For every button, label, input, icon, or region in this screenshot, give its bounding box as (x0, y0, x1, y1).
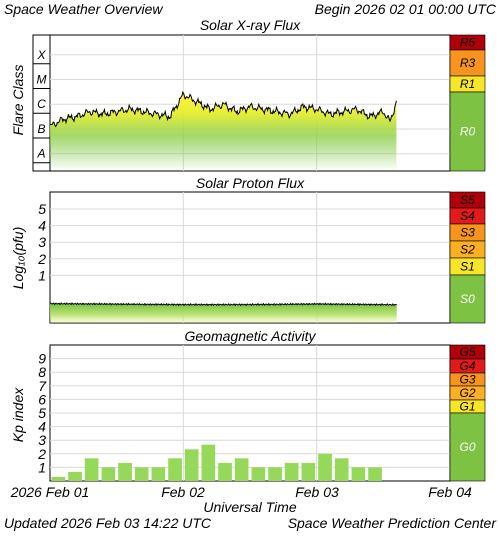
xray-class-label: B (37, 122, 45, 136)
kp-bar (251, 467, 266, 481)
kp-bar (168, 458, 182, 481)
kp-bar (351, 467, 366, 481)
kp-bar (334, 458, 349, 481)
kp-scale-label: G1 (459, 400, 475, 414)
kp-bar (234, 458, 249, 481)
proton-tick-label: 1 (38, 267, 46, 283)
xray-class-label: M (37, 73, 47, 87)
kp-scale-label: G3 (459, 373, 475, 387)
xray-scale-segment (449, 91, 486, 172)
xray-title: Solar X-ray Flux (200, 17, 301, 33)
kp-tick-label: 4 (38, 419, 46, 435)
proton-tick-label: 4 (38, 218, 46, 234)
kp-bar (301, 462, 316, 481)
kp-bar (368, 467, 382, 481)
xlabel: Universal Time (203, 499, 296, 515)
xray-scale-label: R5 (460, 36, 476, 50)
kp-tick-label: 5 (38, 405, 46, 421)
kp-tick-label: 1 (38, 459, 46, 475)
proton-tick-label: 2 (37, 251, 46, 267)
xray-flux-line (49, 90, 397, 128)
overview-title: Space Weather Overview (4, 1, 163, 17)
x-tick-feb01: 2026 Feb 01 (10, 484, 90, 500)
kp-bar (68, 471, 82, 481)
kp-bar (318, 453, 332, 481)
kp-bar (284, 462, 299, 481)
kp-bar (118, 462, 132, 481)
xray-scale-label: R0 (460, 125, 476, 139)
proton-flux-line (49, 302, 397, 307)
kp-bar (84, 458, 99, 481)
kp-scale-segment (449, 412, 486, 482)
kp-bar (218, 462, 232, 481)
kp-tick-label: 6 (38, 391, 46, 407)
proton-ylabel: Log₁₀(pfu) (10, 227, 26, 289)
proton-plot-area (49, 191, 451, 324)
proton-title: Solar Proton Flux (196, 175, 305, 191)
proton-scale-label: S2 (460, 243, 475, 257)
x-tick-feb04: Feb 04 (428, 484, 472, 500)
kp-tick-label: 9 (38, 351, 46, 367)
kp-scale-label: G0 (459, 440, 475, 454)
data-layer (49, 90, 397, 481)
xray-scale-segment (449, 49, 486, 77)
kp-tick-label: 2 (37, 446, 46, 462)
xray-flux-fill (50, 92, 397, 171)
kp-tick-label: 7 (38, 378, 47, 394)
xray-ylabel: Flare Class (10, 65, 26, 136)
proton-tick-label: 5 (38, 201, 46, 217)
kp-scale-label: G2 (459, 386, 475, 400)
kp-tick-label: 8 (38, 364, 46, 380)
xray-scale-label: R3 (460, 56, 476, 70)
geomag-title: Geomagnetic Activity (185, 328, 317, 344)
kp-bar (151, 467, 166, 481)
kp-tick-label: 3 (38, 432, 46, 448)
kp-bar (134, 467, 149, 481)
swpc-credit: Space Weather Prediction Center (288, 515, 498, 531)
kp-scale-label: G4 (459, 359, 475, 373)
updated-time: Updated 2026 Feb 03 14:22 UTC (4, 515, 212, 531)
proton-scale-label: S4 (460, 209, 475, 223)
kp-scale-label: G5 (459, 345, 475, 359)
kp-bar (101, 467, 116, 481)
proton-tick-label: 3 (38, 234, 46, 250)
x-tick-feb03: Feb 03 (295, 484, 339, 500)
x-tick-feb02: Feb 02 (161, 484, 205, 500)
kp-bar (201, 444, 216, 481)
kp-bar (51, 476, 66, 481)
proton-scale-label: S3 (460, 226, 475, 240)
begin-time: Begin 2026 02 01 00:00 UTC (315, 1, 497, 17)
proton-scale-label: S5 (460, 193, 475, 207)
xray-class-label: A (36, 147, 45, 161)
proton-scale-label: S0 (460, 292, 475, 306)
geomag-ylabel: Kp index (10, 387, 26, 442)
proton-flux-fill (50, 303, 397, 323)
xray-class-label: X (36, 48, 46, 62)
proton-scale-label: S1 (460, 260, 475, 274)
xray-class-label: C (37, 97, 46, 111)
kp-bar (268, 467, 282, 481)
xray-scale-label: R1 (460, 77, 475, 91)
kp-bar (184, 449, 199, 481)
proton-scale-segment (449, 274, 486, 324)
